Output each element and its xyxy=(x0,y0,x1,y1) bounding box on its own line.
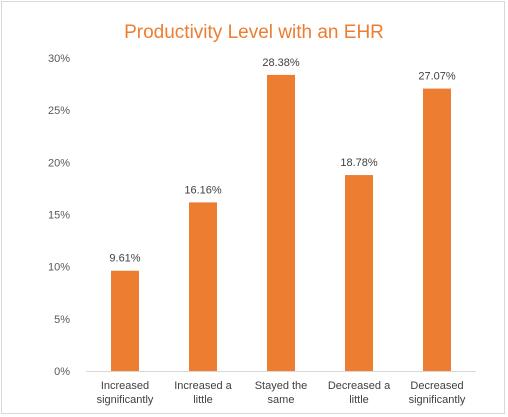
y-tick-label: 10% xyxy=(48,262,70,274)
data-label: 9.61% xyxy=(109,253,140,265)
category-label: Increased a xyxy=(174,380,232,392)
category-label: Stayed the xyxy=(255,380,308,392)
category-label: significantly xyxy=(409,394,466,406)
y-tick-label: 30% xyxy=(48,53,70,65)
bar xyxy=(423,88,451,371)
category-label: Increased xyxy=(101,380,149,392)
bar xyxy=(345,175,373,371)
data-label: 28.38% xyxy=(262,57,300,69)
bar xyxy=(111,270,139,371)
bar xyxy=(189,202,217,371)
category-label: little xyxy=(349,394,369,406)
data-label: 27.07% xyxy=(418,71,456,83)
y-tick-label: 5% xyxy=(54,314,70,326)
category-label: significantly xyxy=(97,394,154,406)
category-label: Decreased a xyxy=(328,380,391,392)
y-tick-label: 20% xyxy=(48,157,70,169)
y-axis-ticks: 0% 5% 10% 15% 20% 25% 30% xyxy=(48,53,70,378)
y-tick-label: 25% xyxy=(48,105,70,117)
bars xyxy=(111,74,451,371)
data-label: 16.16% xyxy=(184,184,222,196)
category-label: Decreased xyxy=(410,380,463,392)
y-tick-label: 0% xyxy=(54,366,70,378)
category-label: same xyxy=(268,394,295,406)
category-label: little xyxy=(193,394,213,406)
y-tick-label: 15% xyxy=(48,210,70,222)
bar xyxy=(267,74,295,371)
data-labels: 9.61% 16.16% 28.38% 18.78% 27.07% xyxy=(109,57,455,265)
data-label: 18.78% xyxy=(340,157,378,169)
x-axis-categories: Increased significantly Increased a little S… xyxy=(97,380,466,406)
chart-title: Productivity Level with an EHR xyxy=(124,22,384,43)
